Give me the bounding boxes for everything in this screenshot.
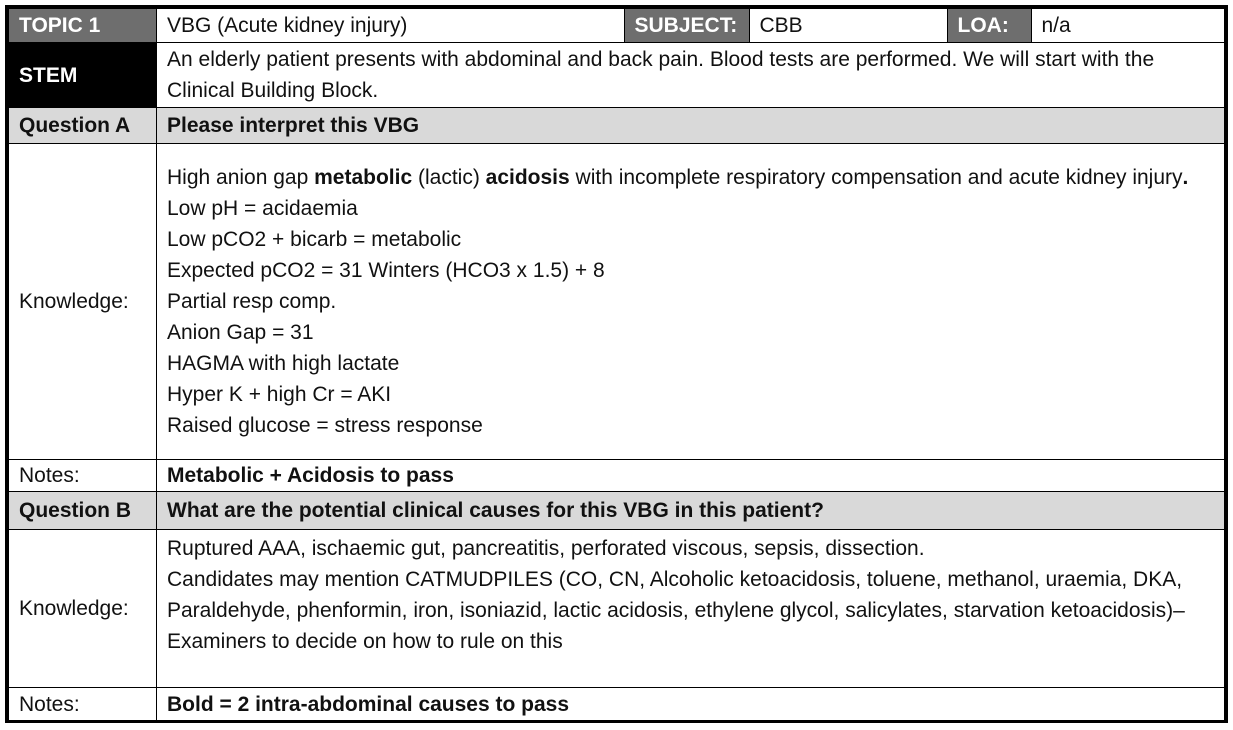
topic-grid: TOPIC 1 VBG (Acute kidney injury) SUBJEC… <box>8 8 1225 721</box>
question-b-label: Question B <box>8 491 157 530</box>
topic-label: TOPIC 1 <box>8 8 157 43</box>
knowledge-line: Expected pCO2 = 31 Winters (HCO3 x 1.5) … <box>167 259 605 282</box>
knowledge-line: Partial resp comp. <box>167 290 337 313</box>
question-a-notes: Metabolic + Acidosis to pass <box>156 459 1225 492</box>
header-row: TOPIC 1 VBG (Acute kidney injury) SUBJEC… <box>8 8 1225 43</box>
loa-label: LOA: <box>946 9 1031 42</box>
knowledge-line: HAGMA with high lactate <box>167 352 400 375</box>
stem-label: STEM <box>8 42 157 108</box>
topic-value: VBG (Acute kidney injury) <box>167 14 408 37</box>
knowledge-line: Anion Gap = 31 <box>167 321 314 344</box>
stem-text: An elderly patient presents with abdomin… <box>156 42 1225 108</box>
question-a-prompt: Please interpret this VBG <box>156 107 1225 144</box>
question-b-notes-row: Notes: Bold = 2 intra-abdominal causes t… <box>8 687 1225 721</box>
header-right: VBG (Acute kidney injury) SUBJECT: CBB L… <box>156 8 1225 43</box>
subject-value: CBB <box>748 9 947 42</box>
loa-value: n/a <box>1030 9 1224 42</box>
question-b-knowledge-p2: Candidates may mention CATMUDPILES (CO, … <box>167 568 1185 653</box>
stem-row: STEM An elderly patient presents with ab… <box>8 42 1225 108</box>
question-a-knowledge-label: Knowledge: <box>8 143 157 460</box>
knowledge-line: Low pCO2 + bicarb = metabolic <box>167 228 462 251</box>
question-a-notes-label: Notes: <box>8 459 157 492</box>
knowledge-line: Hyper K + high Cr = AKI <box>167 383 392 406</box>
question-b-knowledge-p1: Ruptured AAA, ischaemic gut, pancreatiti… <box>167 537 925 560</box>
knowledge-line: Raised glucose = stress response <box>167 414 483 437</box>
question-a-row: Question A Please interpret this VBG <box>8 107 1225 144</box>
question-a-label: Question A <box>8 107 157 144</box>
knowledge-line: Low pH = acidaemia <box>167 197 358 220</box>
subject-label: SUBJECT: <box>623 9 749 42</box>
question-a-knowledge: High anion gap metabolic (lactic) acidos… <box>156 143 1225 460</box>
exam-topic-table: TOPIC 1 VBG (Acute kidney injury) SUBJEC… <box>5 5 1228 723</box>
question-b-knowledge: Ruptured AAA, ischaemic gut, pancreatiti… <box>156 529 1225 688</box>
question-a-knowledge-intro: High anion gap metabolic (lactic) acidos… <box>167 166 1189 189</box>
question-a-notes-row: Notes: Metabolic + Acidosis to pass <box>8 459 1225 492</box>
question-b-knowledge-row: Knowledge: Ruptured AAA, ischaemic gut, … <box>8 529 1225 688</box>
question-b-notes: Bold = 2 intra-abdominal causes to pass <box>156 687 1225 721</box>
question-a-knowledge-lines: Low pH = acidaemia Low pCO2 + bicarb = me… <box>167 193 1214 441</box>
question-b-prompt: What are the potential clinical causes f… <box>156 491 1225 530</box>
question-a-knowledge-row: Knowledge: High anion gap metabolic (lac… <box>8 143 1225 460</box>
question-b-notes-label: Notes: <box>8 687 157 721</box>
header-inline: VBG (Acute kidney injury) SUBJECT: CBB L… <box>157 9 1224 42</box>
question-b-row: Question B What are the potential clinic… <box>8 491 1225 530</box>
question-b-knowledge-label: Knowledge: <box>8 529 157 688</box>
